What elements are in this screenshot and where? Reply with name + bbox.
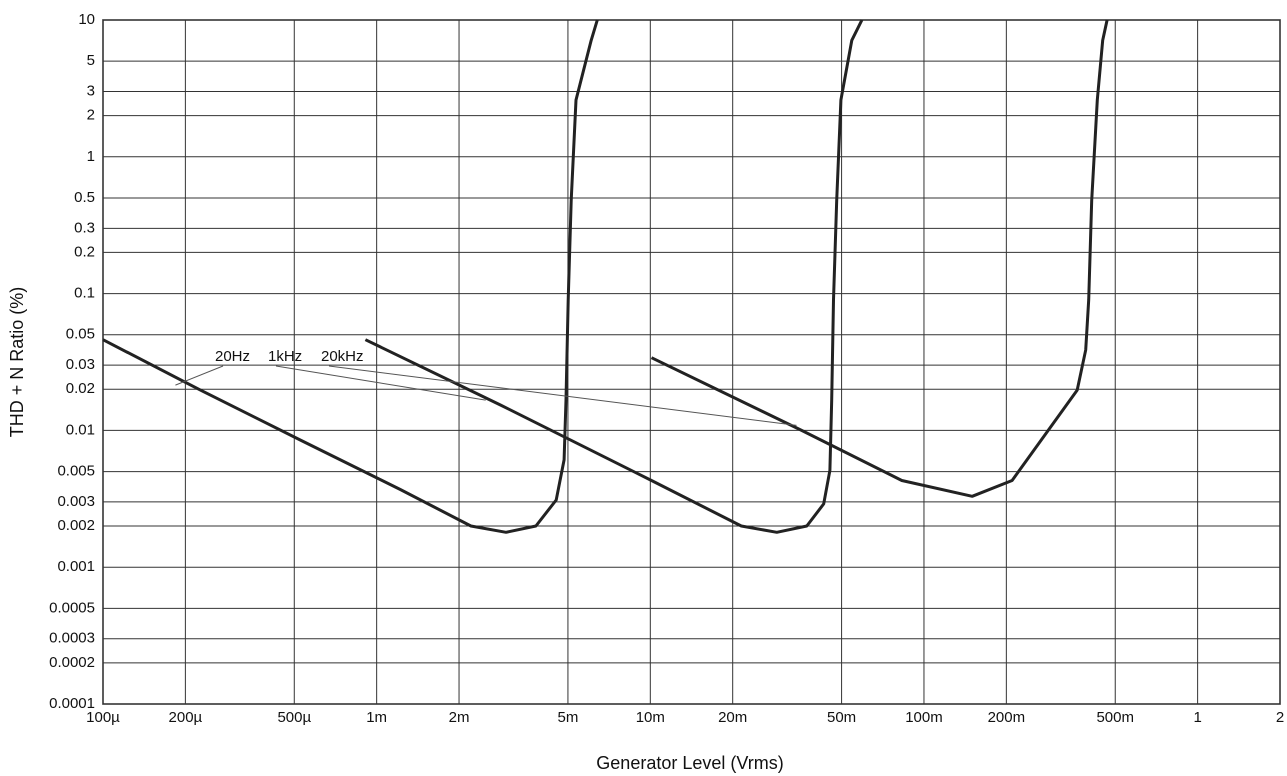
- leader-line: [328, 365, 797, 426]
- y-tick-label: 0.05: [66, 326, 95, 343]
- y-tick-label: 0.2: [74, 243, 95, 260]
- y-tick-label: 5: [87, 52, 95, 69]
- y-tick-label: 0.0005: [49, 599, 95, 616]
- x-tick-label: 50m: [827, 709, 856, 726]
- x-tick-label: 500µ: [277, 709, 311, 726]
- x-tick-label: 200m: [988, 709, 1026, 726]
- x-tick-label: 2: [1276, 709, 1284, 726]
- y-tick-label: 0.1: [74, 285, 95, 302]
- x-axis-label: Generator Level (Vrms): [596, 753, 783, 773]
- y-tick-label: 0.001: [57, 558, 95, 575]
- y-tick-label: 0.01: [66, 421, 95, 438]
- x-tick-label: 200µ: [169, 709, 203, 726]
- x-tick-label: 1m: [366, 709, 387, 726]
- series-line: [650, 19, 1109, 498]
- x-tick-label: 1: [1193, 709, 1201, 726]
- x-tick-label: 100m: [905, 709, 943, 726]
- y-tick-label: 0.02: [66, 380, 95, 397]
- y-tick-label: 0.5: [74, 189, 95, 206]
- leader-line: [275, 365, 486, 401]
- x-tick-label: 100µ: [86, 709, 120, 726]
- series-label: 20kHz: [321, 348, 364, 365]
- leader-line: [175, 365, 224, 386]
- x-tick-label: 20m: [718, 709, 747, 726]
- y-axis-label: THD + N Ratio (%): [7, 287, 27, 438]
- series-label: 1kHz: [268, 348, 302, 365]
- series-line: [102, 19, 599, 534]
- y-tick-label: 2: [87, 107, 95, 124]
- y-tick-label: 0.0003: [49, 630, 95, 647]
- x-tick-label: 10m: [636, 709, 665, 726]
- series-label: 20Hz: [215, 348, 250, 365]
- x-tick-label: 5m: [558, 709, 579, 726]
- y-tick-label: 10: [78, 11, 95, 28]
- y-tick-label: 0.005: [57, 463, 95, 480]
- y-tick-label: 3: [87, 82, 95, 99]
- y-tick-label: 0.3: [74, 219, 95, 236]
- y-tick-label: 0.0001: [49, 695, 95, 712]
- x-tick-label: 2m: [449, 709, 470, 726]
- y-tick-label: 0.002: [57, 517, 95, 534]
- y-tick-label: 1: [87, 148, 95, 165]
- y-tick-label: 0.0002: [49, 654, 95, 671]
- y-tick-label: 0.03: [66, 356, 95, 373]
- y-tick-label: 0.003: [57, 493, 95, 510]
- series-line: [364, 19, 864, 534]
- x-tick-label: 500m: [1096, 709, 1134, 726]
